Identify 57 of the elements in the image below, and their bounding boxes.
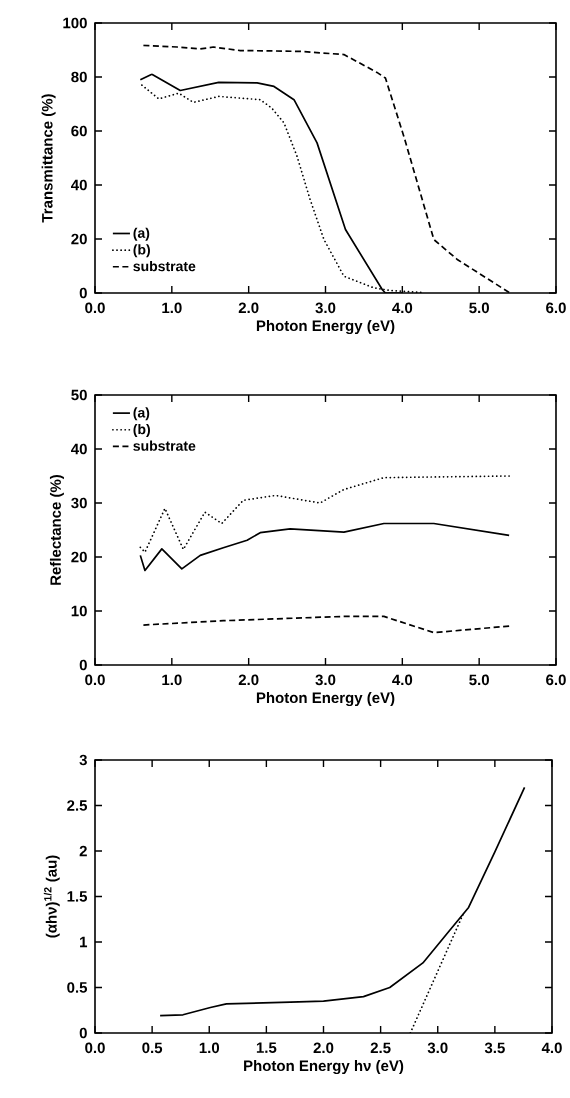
x-tick-label: 4.0 [392,302,413,314]
legend-label: substrate [133,260,196,272]
y-tick-label: 1 [80,936,88,948]
line-series [139,475,511,553]
legend-label: (b) [133,423,151,437]
x-tick-label: 3.0 [315,302,336,314]
y-tick-label: 0 [79,659,87,671]
legend-label: substrate [133,440,196,451]
x-tick-label: 4.0 [392,674,413,686]
x-tick-label: 1.5 [257,1042,277,1053]
y-tick-label: 10 [71,605,87,617]
x-axis-title: Photon Energy (eV) [257,320,395,335]
y-axis-title: Reflectance (%) [50,474,65,585]
y-tick-label: 2 [79,845,87,857]
y-tick-label: 30 [71,497,87,509]
y-tick-label: 1.5 [67,891,88,902]
legend-label: (a) [133,227,150,241]
x-tick-label: 5.0 [469,302,490,314]
x-tick-label: 2.0 [238,674,259,686]
line-series [142,615,511,634]
y-tick-label: 60 [71,125,87,137]
y-tick-label: 20 [71,233,87,245]
x-tick-label: 4.0 [541,1042,562,1054]
y-tick-label: 100 [63,17,87,29]
x-tick-label: 5.0 [469,674,490,686]
x-tick-label: 1.0 [162,674,182,686]
x-tick-label: 0.0 [85,1042,105,1054]
x-tick-label: 6.0 [546,674,566,686]
y-tick-label: 0 [79,1027,87,1039]
x-tick-label: 1.0 [199,1042,220,1054]
y-tick-label: 40 [71,179,87,191]
x-tick-label: 0.0 [85,302,105,314]
y-tick-label: 2.5 [67,800,88,811]
y-tick-label: 0 [79,287,87,299]
y-tick-label: 50 [71,389,87,401]
x-tick-label: 3.0 [427,1042,448,1054]
x-tick-label: 3.5 [484,1042,505,1054]
x-tick-label: 3.0 [315,674,336,686]
x-tick-label: 2.0 [313,1042,334,1054]
y-tick-label: 3 [79,754,88,766]
x-tick-label: 2.0 [238,302,259,314]
y-axis-title: (αhν)$^{1/2}$ (au) [43,855,60,938]
x-tick-label: 6.0 [546,302,566,314]
legend-label: (a) [133,407,150,421]
x-tick-label: 0.5 [142,1042,163,1054]
y-tick-label: 80 [71,71,87,83]
x-axis-title: Photon Energy (eV) [257,692,395,707]
x-tick-label: 0.0 [85,674,105,686]
y-tick-label: 0.5 [67,982,88,993]
x-axis-title: Photon Energy hν (eV) [244,1060,404,1075]
y-tick-label: 40 [71,443,87,455]
x-tick-label: 2.5 [370,1042,391,1054]
y-tick-label: 20 [71,551,87,563]
legend-label: (b) [133,244,151,258]
y-axis-title: Transmittance (%) [41,94,56,223]
line-series [139,522,511,572]
x-tick-label: 1.0 [162,302,182,314]
